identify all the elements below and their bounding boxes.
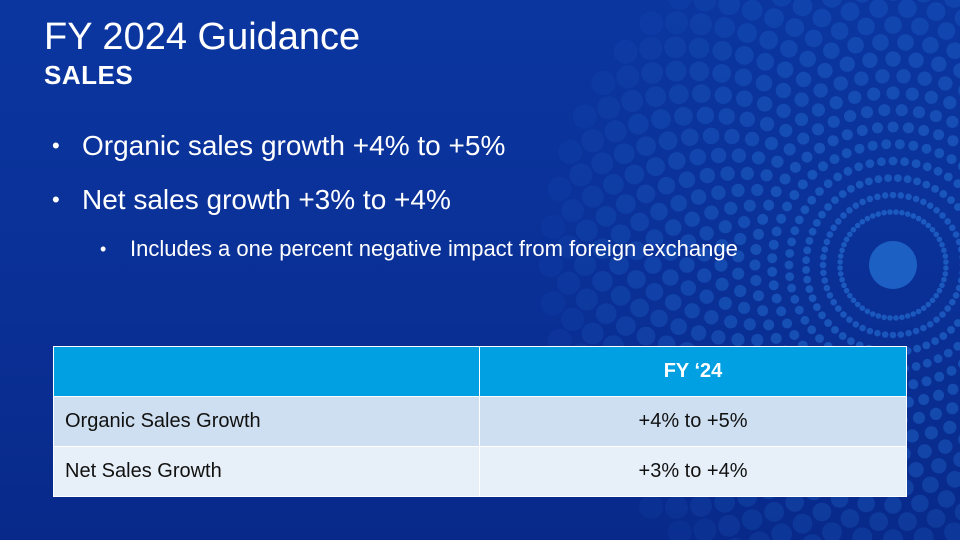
table-row-value: +4% to +5%: [479, 396, 907, 447]
table-header-row: FY ‘24: [53, 346, 907, 397]
table-row-value: +3% to +4%: [479, 446, 907, 497]
sub-bullet-dot-icon: •: [100, 239, 107, 259]
table-row: Net Sales Growth +3% to +4%: [53, 446, 907, 497]
sub-bullet-text: Includes a one percent negative impact f…: [130, 236, 738, 261]
bullet-dot-icon: •: [52, 133, 60, 158]
bullet-text: Net sales growth +3% to +4%: [82, 184, 451, 215]
guidance-table: FY ‘24 Organic Sales Growth +4% to +5% N…: [53, 346, 907, 497]
table-row-label: Organic Sales Growth: [53, 396, 480, 447]
table-row-label: Net Sales Growth: [53, 446, 480, 497]
bullet-list: • Organic sales growth +4% to +5% • Net …: [52, 126, 912, 264]
table-header-cell: FY ‘24: [479, 346, 907, 397]
bullet-item: • Net sales growth +3% to +4%: [52, 180, 912, 220]
slide-title: FY 2024 Guidance: [44, 16, 361, 58]
table-row: Organic Sales Growth +4% to +5%: [53, 396, 907, 447]
bullet-text: Organic sales growth +4% to +5%: [82, 130, 506, 161]
slide-subtitle: SALES: [44, 60, 134, 90]
table-header-cell: [53, 346, 480, 397]
bullet-item: • Organic sales growth +4% to +5%: [52, 126, 912, 166]
bullet-dot-icon: •: [52, 187, 60, 212]
sub-bullet-item: • Includes a one percent negative impact…: [52, 234, 912, 264]
